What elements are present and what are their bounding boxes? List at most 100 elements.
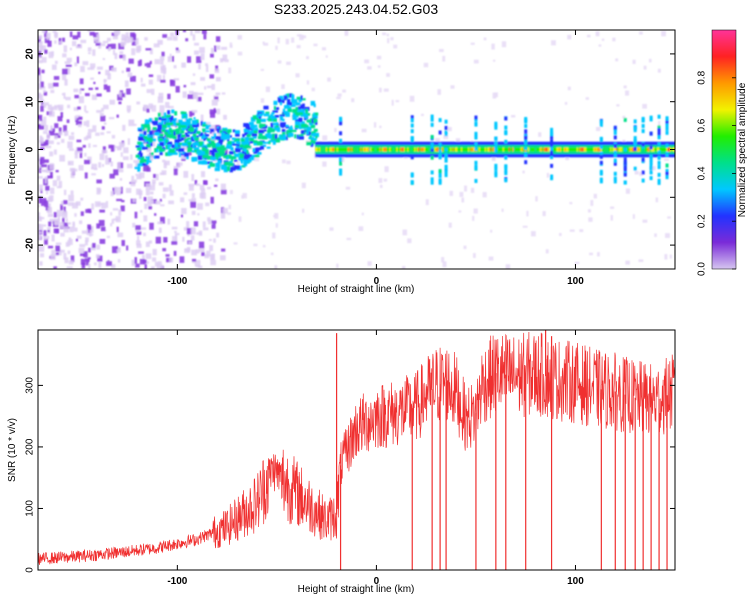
spectrogram-cell bbox=[144, 37, 148, 41]
spectrogram-cell bbox=[117, 94, 123, 101]
spectrogram-cell bbox=[145, 156, 150, 159]
snr-x-tick-label: 0 bbox=[374, 576, 380, 587]
spectrogram-cell bbox=[137, 235, 140, 241]
spectrogram-cell bbox=[186, 137, 192, 140]
spectrogram-cell bbox=[196, 56, 202, 64]
spectrogram-cell bbox=[45, 145, 52, 149]
spectrogram-cell bbox=[69, 31, 73, 38]
spectrogram-cell bbox=[302, 208, 305, 213]
spectrogram-cell bbox=[211, 220, 217, 224]
spectrogram-cell bbox=[144, 138, 147, 142]
spectrogram-cell bbox=[108, 47, 111, 51]
spectrogram-cell bbox=[53, 228, 59, 234]
spectrogram-cell bbox=[56, 209, 63, 217]
spectrogram-cell bbox=[378, 178, 383, 183]
spectrogram-cell bbox=[194, 50, 199, 55]
spectrogram-cell bbox=[223, 114, 227, 120]
spectrogram-cell bbox=[116, 187, 122, 192]
spectrogram-cell bbox=[641, 123, 645, 128]
spectrogram-cell bbox=[260, 118, 266, 123]
spectrogram-cell bbox=[122, 54, 126, 61]
spectrogram-cell bbox=[157, 261, 162, 265]
spectrogram-cell bbox=[270, 252, 274, 256]
spectrogram-cell bbox=[378, 87, 382, 93]
spectrogram-cell bbox=[184, 123, 189, 127]
spectrogram-cell bbox=[146, 141, 153, 147]
spectrogram-cell bbox=[339, 121, 343, 126]
spectrogram-cell bbox=[248, 130, 254, 136]
spectrogram-cell bbox=[270, 134, 274, 139]
spectrogram-cell bbox=[44, 37, 50, 44]
spectrogram-cell bbox=[169, 129, 174, 133]
spectrogram-cell bbox=[143, 232, 146, 237]
spectrogram-cell bbox=[277, 37, 280, 44]
spectrogram-cell bbox=[181, 158, 186, 161]
spectrogram-cell bbox=[220, 183, 226, 190]
spectrogram-cell bbox=[599, 160, 603, 165]
spectrogram-cell bbox=[52, 180, 58, 187]
spectrogram-cell bbox=[38, 216, 40, 222]
spectrogram-cell bbox=[274, 265, 278, 269]
spectrogram-cell bbox=[41, 57, 47, 63]
spectrogram-cell bbox=[53, 76, 60, 80]
spectrogram-cell bbox=[221, 92, 226, 95]
spectrogram-cell bbox=[524, 129, 528, 134]
spectrogram-cell bbox=[84, 93, 90, 97]
spectrogram-cell bbox=[257, 136, 262, 140]
spectrogram-cell bbox=[282, 130, 286, 135]
spectrogram-cell bbox=[216, 45, 221, 50]
spectrogram-cell bbox=[148, 206, 153, 210]
spectrogram-cell bbox=[155, 200, 161, 205]
spectrogram-cell bbox=[474, 166, 478, 171]
spectrogram-cell bbox=[367, 66, 372, 70]
spectrogram-cell bbox=[615, 58, 619, 62]
spectrogram-cell bbox=[244, 144, 249, 148]
spectrogram-cell bbox=[266, 134, 269, 139]
spectrogram-cell bbox=[195, 183, 200, 186]
spectrogram-cell bbox=[90, 66, 95, 70]
spectrogram-cell bbox=[306, 119, 311, 123]
spectrogram-cell bbox=[339, 171, 343, 176]
spectrogram-cell bbox=[642, 103, 647, 109]
spectrogram-cell bbox=[157, 39, 163, 45]
spectrogram-cell bbox=[218, 141, 223, 146]
spectrogram-cell bbox=[261, 123, 266, 127]
spectrogram-cell bbox=[185, 154, 189, 160]
spectrogram-cell bbox=[402, 229, 408, 236]
spectrogram-cell bbox=[98, 219, 105, 227]
spectrogram-cell bbox=[215, 36, 221, 42]
spectrogram-cell bbox=[207, 140, 212, 143]
spectrogram-cell bbox=[192, 142, 196, 146]
spectrogram-cell bbox=[154, 117, 159, 121]
spectrogram-cell bbox=[278, 95, 284, 100]
spectrogram-cell bbox=[159, 142, 164, 147]
spectrogram-cell bbox=[39, 99, 44, 103]
spectrogram-cell bbox=[613, 176, 617, 181]
spectrogram-cell bbox=[133, 160, 139, 163]
spectrogram-cell bbox=[40, 137, 44, 144]
spectrogram-cell bbox=[127, 163, 133, 169]
spectrogram-cell bbox=[137, 163, 144, 167]
spectrogram-cell bbox=[202, 129, 205, 133]
spectrogram-cell bbox=[281, 159, 286, 164]
spectrogram-cell bbox=[364, 59, 370, 64]
spectrogram-cell bbox=[623, 172, 627, 177]
spectrogram-cell bbox=[188, 183, 195, 187]
spectrogram-cell bbox=[252, 126, 255, 132]
spectrogram-cell bbox=[642, 219, 648, 223]
spectrogram-cell bbox=[192, 133, 197, 137]
spectrogram-cell bbox=[175, 128, 180, 132]
spectrogram-cell bbox=[641, 170, 645, 175]
spectrogram-cell bbox=[279, 137, 286, 140]
spectrogram-cell bbox=[40, 119, 47, 126]
spectrogram-cell bbox=[589, 252, 593, 256]
spectrogram-cell bbox=[122, 156, 129, 161]
spectrogram-cell bbox=[336, 96, 341, 100]
spectrogram-cell bbox=[281, 84, 285, 90]
spectrogram-cell bbox=[189, 127, 194, 131]
spectrogram-cell bbox=[249, 156, 255, 161]
spectrogram-cell bbox=[198, 241, 205, 249]
spectrogram-cell bbox=[220, 211, 226, 219]
spectrogram-cell bbox=[183, 170, 189, 178]
